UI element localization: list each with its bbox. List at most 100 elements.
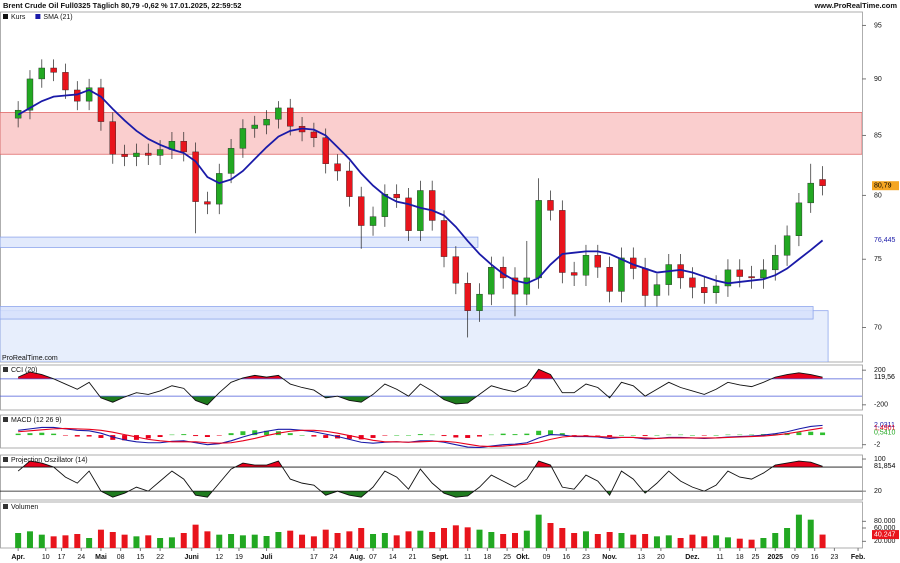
histogram-bar [689, 435, 695, 436]
x-tick-label: Apr. [11, 554, 25, 561]
candle-body [535, 200, 542, 279]
volume-bar [381, 533, 388, 548]
histogram-bar [725, 434, 731, 436]
histogram-bar [15, 433, 21, 436]
candle-body [381, 193, 389, 217]
macd-line [18, 427, 823, 448]
candle-body [26, 78, 34, 111]
volume-bar [511, 533, 518, 548]
x-tick-label: 14 [389, 554, 397, 561]
candle-body [156, 149, 164, 156]
volume-bar [322, 529, 329, 548]
volume-bar [500, 534, 507, 548]
volume-bar [334, 533, 341, 548]
volume-bar [582, 531, 589, 548]
y-tick-label: 80 [874, 192, 882, 199]
candle-body [736, 269, 743, 277]
x-tick-label: 23 [830, 554, 838, 561]
candle-body [464, 283, 471, 311]
candle-body [701, 287, 708, 293]
volume-bar [145, 535, 152, 548]
histogram-bar [441, 435, 447, 437]
sma-line [17, 88, 824, 285]
volume-bar [74, 534, 81, 548]
histogram-bar [311, 435, 317, 437]
y-tick-label: 100 [874, 456, 886, 463]
volume-bar [192, 524, 199, 548]
value-label: 40.247 [874, 531, 896, 538]
volume-bar [795, 514, 802, 548]
candle-body [239, 128, 247, 149]
x-tick-label: 24 [330, 554, 338, 561]
x-tick-label: 20 [657, 554, 665, 561]
y-tick-label: 70 [874, 324, 882, 331]
y-tick-label: 60.000 [874, 525, 896, 532]
histogram-bar [216, 435, 222, 436]
volume-bar [807, 519, 814, 548]
y-tick-label: 75 [874, 256, 882, 263]
x-tick-label: 23 [582, 554, 590, 561]
candle-body [511, 277, 519, 295]
legend-label: SMA (21) [43, 14, 72, 21]
candle-body [227, 148, 235, 174]
x-tick-label: Mai [95, 554, 107, 561]
x-tick-label: 11 [716, 554, 723, 561]
volume-bar [713, 535, 720, 548]
zone [0, 306, 814, 320]
volume-bar [133, 536, 140, 548]
volume-bar [97, 529, 104, 548]
value-label-box [872, 530, 899, 540]
histogram-bar [559, 433, 565, 436]
candle-body [712, 285, 720, 293]
volume-bar [606, 532, 613, 548]
histogram-bar [737, 434, 743, 436]
x-tick-label: 08 [117, 554, 125, 561]
candle-body [50, 67, 57, 73]
candle-body [346, 170, 353, 197]
candle-body [62, 72, 69, 91]
candle-body [570, 272, 578, 276]
oscillator-line [17, 460, 823, 498]
volume-bar [86, 538, 93, 548]
x-tick-label: 2025 [767, 554, 783, 561]
histogram-bar [512, 434, 518, 436]
candle-body [310, 131, 318, 138]
y-tick-label: 80.000 [874, 518, 896, 525]
x-tick-label: 21 [409, 554, 417, 561]
histogram-bar [618, 435, 624, 436]
x-tick-label: Dez. [685, 554, 699, 561]
source: www.ProRealTime.com [813, 1, 897, 10]
histogram-bar [169, 434, 175, 436]
volume-bar [523, 530, 530, 548]
y-tick-label: -2 [874, 441, 880, 448]
candle-body [369, 216, 377, 226]
candle-body [594, 255, 602, 268]
histogram-bar [630, 435, 636, 436]
x-tick-label: 12 [215, 554, 223, 561]
volume-bar [488, 532, 495, 548]
y-tick-label: 85 [874, 132, 882, 139]
volume-bar [216, 534, 223, 548]
histogram-bar [417, 434, 423, 436]
volume-bar [251, 534, 258, 548]
candle-body [74, 89, 81, 102]
histogram-bar [595, 435, 601, 436]
panel-icon [3, 457, 8, 462]
zone [0, 236, 479, 248]
volume-bar [819, 534, 826, 548]
candle-body [476, 293, 483, 311]
x-tick-label: 18 [483, 554, 491, 561]
volume-bar [701, 536, 708, 548]
histogram-bar [86, 435, 92, 437]
histogram-bar [27, 433, 33, 436]
value-label-box [872, 181, 899, 191]
candle-body [748, 276, 755, 279]
volume-bar [618, 533, 625, 548]
volume-bar [346, 531, 353, 548]
candle-body [772, 255, 779, 271]
candle-body [358, 196, 365, 226]
x-tick-label: 17 [310, 554, 318, 561]
volume-bar [204, 531, 211, 548]
candle-body [559, 210, 566, 273]
